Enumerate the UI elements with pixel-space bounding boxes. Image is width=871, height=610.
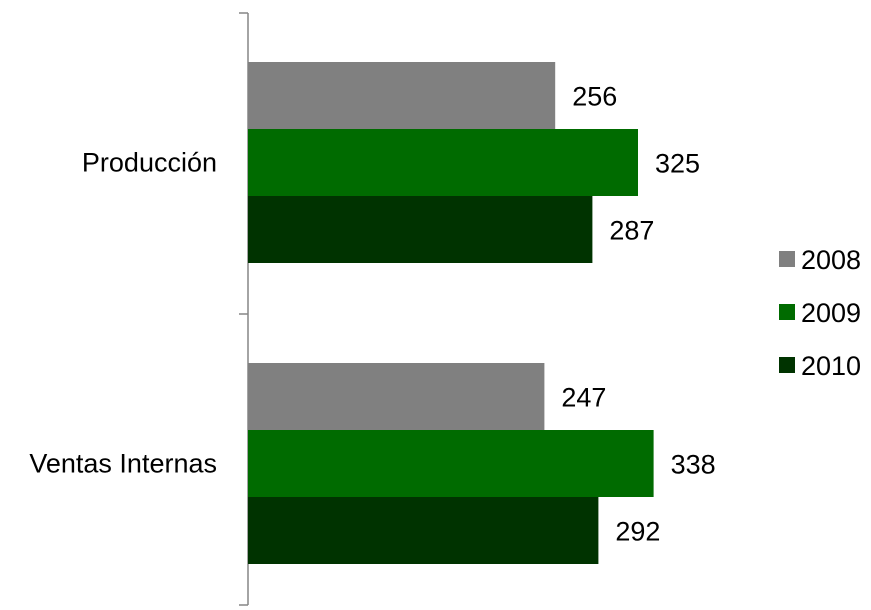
data-label-2008-0: 256 (572, 82, 617, 112)
legend-label-2009: 2009 (801, 298, 861, 328)
legend: 2008 2009 2010 (779, 245, 861, 381)
data-label-2010-0: 287 (609, 216, 654, 246)
bar-2009-1 (248, 430, 654, 497)
data-label-2008-1: 247 (561, 383, 606, 413)
legend-swatch-2008 (779, 251, 795, 267)
bar-2010-0 (248, 196, 593, 263)
category-labels: Producción Ventas Internas (29, 148, 217, 479)
legend-label-2010: 2010 (801, 351, 861, 381)
data-label-2009-1: 338 (671, 450, 716, 480)
data-label-2009-0: 325 (655, 149, 700, 179)
category-label-1: Ventas Internas (29, 449, 217, 479)
legend-swatch-2010 (779, 357, 795, 373)
legend-label-2008: 2008 (801, 245, 861, 275)
data-label-2010-1: 292 (615, 517, 660, 547)
category-label-0: Producción (82, 148, 217, 178)
bar-2010-1 (248, 497, 599, 564)
data-labels: 256 325 287 247 338 292 (561, 82, 715, 547)
bar-2008-0 (248, 62, 556, 129)
bars (248, 62, 654, 564)
legend-swatch-2009 (779, 304, 795, 320)
bar-2008-1 (248, 363, 545, 430)
bar-2009-0 (248, 129, 638, 196)
category-axis (239, 12, 249, 606)
